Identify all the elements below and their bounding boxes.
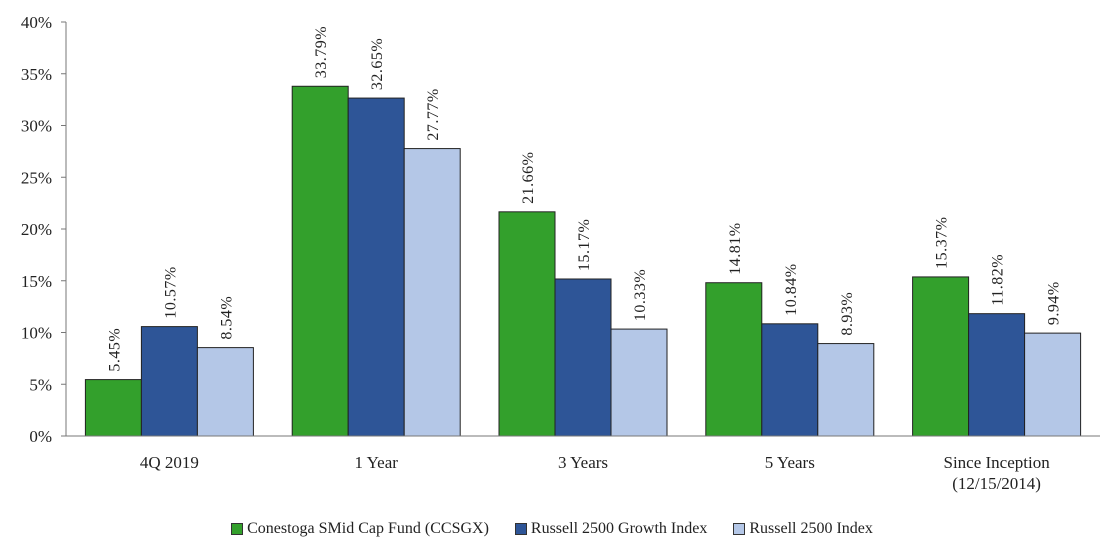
data-label: 33.79% [313, 26, 330, 78]
y-tick-label: 5% [29, 375, 52, 394]
y-tick-label: 25% [21, 168, 52, 187]
x-tick-label: 3 Years [558, 453, 608, 472]
data-label: 8.93% [839, 292, 856, 336]
data-label: 14.81% [727, 222, 744, 274]
y-tick-label: 15% [21, 272, 52, 291]
legend-label-r2500: Russell 2500 Index [749, 520, 873, 537]
data-label: 27.77% [425, 88, 442, 140]
data-label: 15.37% [934, 217, 951, 269]
bar [912, 276, 970, 437]
data-label: 21.66% [520, 151, 537, 203]
bar [196, 347, 254, 437]
legend: Conestoga SMid Cap Fund (CCSGX) Russell … [0, 520, 1104, 538]
bar [610, 328, 668, 437]
y-tick-label: 10% [21, 324, 52, 343]
x-axis: 4Q 2019 1 Year 3 Years 5 Years Since Incepti… [66, 435, 1100, 493]
data-label: 9.94% [1046, 281, 1063, 325]
bar [140, 326, 198, 437]
data-label: 11.82% [990, 254, 1007, 306]
data-label: 15.17% [576, 219, 593, 271]
x-tick-label: Since Inception (12/15/2014) [943, 453, 1050, 493]
bar [817, 343, 875, 437]
data-label: 10.84% [783, 263, 800, 315]
legend-item-ccsgx: Conestoga SMid Cap Fund (CCSGX) [231, 520, 489, 538]
bar [498, 211, 556, 437]
y-tick-label: 40% [21, 13, 52, 32]
legend-swatch-r2500g [514, 523, 527, 535]
bars [84, 85, 1082, 437]
y-tick-label: 35% [21, 65, 52, 84]
y-axis: 0% 5% 10% 15% 20% 25% 30% 35% 40% [21, 13, 67, 446]
legend-item-r2500g: Russell 2500 Growth Index [514, 520, 708, 538]
x-tick-label: 1 Year [354, 453, 398, 472]
bar [1024, 332, 1082, 437]
bar [554, 278, 612, 437]
legend-swatch-r2500 [733, 523, 746, 535]
legend-swatch-ccsgx [231, 523, 244, 535]
data-label: 10.57% [162, 266, 179, 318]
data-label: 10.33% [632, 269, 649, 321]
y-tick-label: 0% [29, 427, 52, 446]
legend-label-ccsgx: Conestoga SMid Cap Fund (CCSGX) [247, 520, 489, 537]
bar [705, 282, 763, 437]
y-tick-label: 20% [21, 220, 52, 239]
bar [347, 97, 405, 437]
data-label: 32.65% [369, 38, 386, 90]
data-label: 5.45% [106, 328, 123, 372]
bar [84, 379, 142, 437]
x-tick-label: 5 Years [765, 453, 815, 472]
legend-label-r2500g: Russell 2500 Growth Index [530, 520, 708, 537]
y-tick-label: 30% [21, 117, 52, 136]
legend-item-r2500: Russell 2500 Index [733, 520, 873, 538]
bar [291, 85, 349, 437]
bar [761, 323, 819, 437]
bar [403, 148, 461, 437]
data-labels: 5.45% 10.57% 8.54% 33.79% 32.65% 27.77% 21.66%… [106, 26, 1062, 372]
bar-chart: 0% 5% 10% 15% 20% 25% 30% 35% 40% 5.45% 10.57% 8.5… [21, 13, 1100, 493]
x-tick-label: 4Q 2019 [140, 453, 199, 472]
bar [968, 313, 1026, 437]
data-label: 8.54% [218, 296, 235, 340]
